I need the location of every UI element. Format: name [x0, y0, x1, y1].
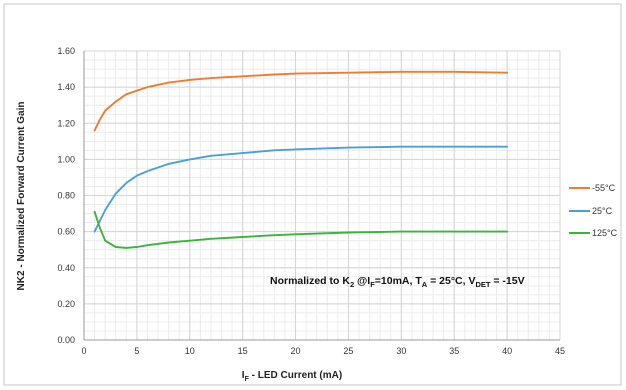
- x-tick-label: 10: [185, 346, 195, 356]
- x-tick-label: 30: [396, 346, 406, 356]
- axes: 0 5 10 15 20 25 30 35 40 45 0.00 0.20 0.40 0.60 0.80 1.…: [57, 46, 565, 356]
- anno-t2: @I: [354, 275, 370, 287]
- series-line-1: [93, 145, 509, 233]
- anno-t1: Normalized to K: [270, 275, 350, 287]
- legend-label: 125°C: [592, 228, 618, 238]
- series-group: [93, 70, 509, 249]
- anno-t4: = 25°C, V: [427, 275, 475, 287]
- y-axis-title: NK2 - Normalized Forward Current Gain: [16, 102, 27, 291]
- normalization-annotation: Normalized to K2 @IF=10mA, TA = 25°C, VD…: [270, 275, 525, 289]
- x-axis-title-main: I: [242, 370, 245, 381]
- anno-t4-sub: DET: [475, 280, 490, 289]
- y-tick-label: 1.40: [57, 82, 75, 92]
- x-axis-title: IF - LED Current (mA): [242, 370, 342, 383]
- anno-t1-sub: 2: [350, 280, 354, 289]
- x-tick-label: 45: [555, 346, 565, 356]
- y-tick-label: 0.60: [57, 227, 75, 237]
- y-tick-label: 0.00: [57, 335, 75, 345]
- x-tick-label: 35: [449, 346, 459, 356]
- y-tick-label: 1.60: [57, 46, 75, 56]
- x-tick-label: 0: [81, 346, 86, 356]
- anno-t2-sub: F: [370, 280, 375, 289]
- x-tick-label: 15: [238, 346, 248, 356]
- legend-label: 25°C: [592, 206, 613, 216]
- x-axis-title-sub: F: [245, 376, 250, 383]
- x-tick-label: 25: [343, 346, 353, 356]
- anno-t5: = -15V: [490, 275, 524, 287]
- y-tick-label: 0.80: [57, 191, 75, 201]
- series-line-0: [93, 70, 509, 132]
- y-tick-label: 0.40: [57, 263, 75, 273]
- anno-t3: =10mA, T: [375, 275, 423, 287]
- series-line-2: [93, 210, 509, 249]
- x-tick-label: 40: [502, 346, 512, 356]
- anno-t3-sub: A: [422, 280, 428, 289]
- x-axis-title-rest: - LED Current (mA): [249, 370, 342, 381]
- x-tick-label: 5: [134, 346, 139, 356]
- y-tick-label: 1.00: [57, 154, 75, 164]
- x-tick-label: 20: [291, 346, 301, 356]
- y-tick-label: 1.20: [57, 118, 75, 128]
- legend-label: -55°C: [592, 183, 616, 193]
- legend: -55°C 25°C 125°C: [569, 183, 618, 238]
- y-tick-label: 0.20: [57, 299, 75, 309]
